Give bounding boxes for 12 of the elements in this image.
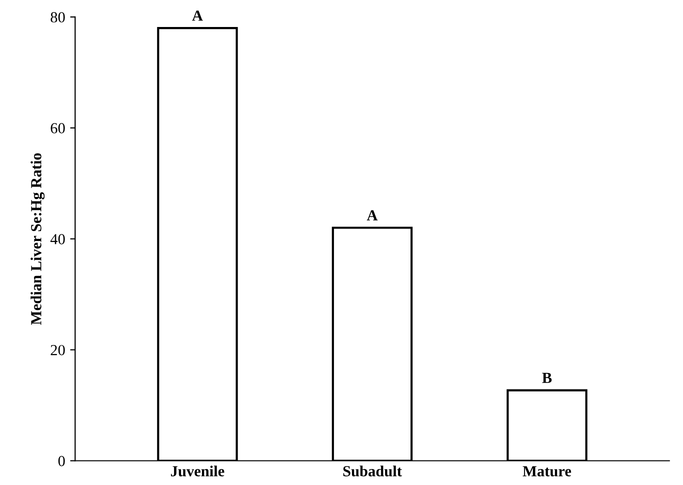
x-tick-label: Mature: [522, 466, 572, 476]
y-axis-title: Median Liver Se:Hg Ratio: [30, 153, 45, 325]
annotation: B: [542, 372, 552, 383]
y-tick-label: 20: [50, 344, 65, 356]
y-tick-label: 40: [50, 234, 65, 244]
x-tick-label: Subadult: [343, 466, 402, 476]
y-tick-label: 0: [58, 456, 65, 466]
y-tick-label: 60: [50, 123, 65, 134]
annotation: A: [366, 210, 378, 220]
annotation: A: [192, 10, 203, 21]
y-tick-label: 80: [50, 12, 65, 22]
x-tick-label: Juvenile: [170, 466, 224, 476]
